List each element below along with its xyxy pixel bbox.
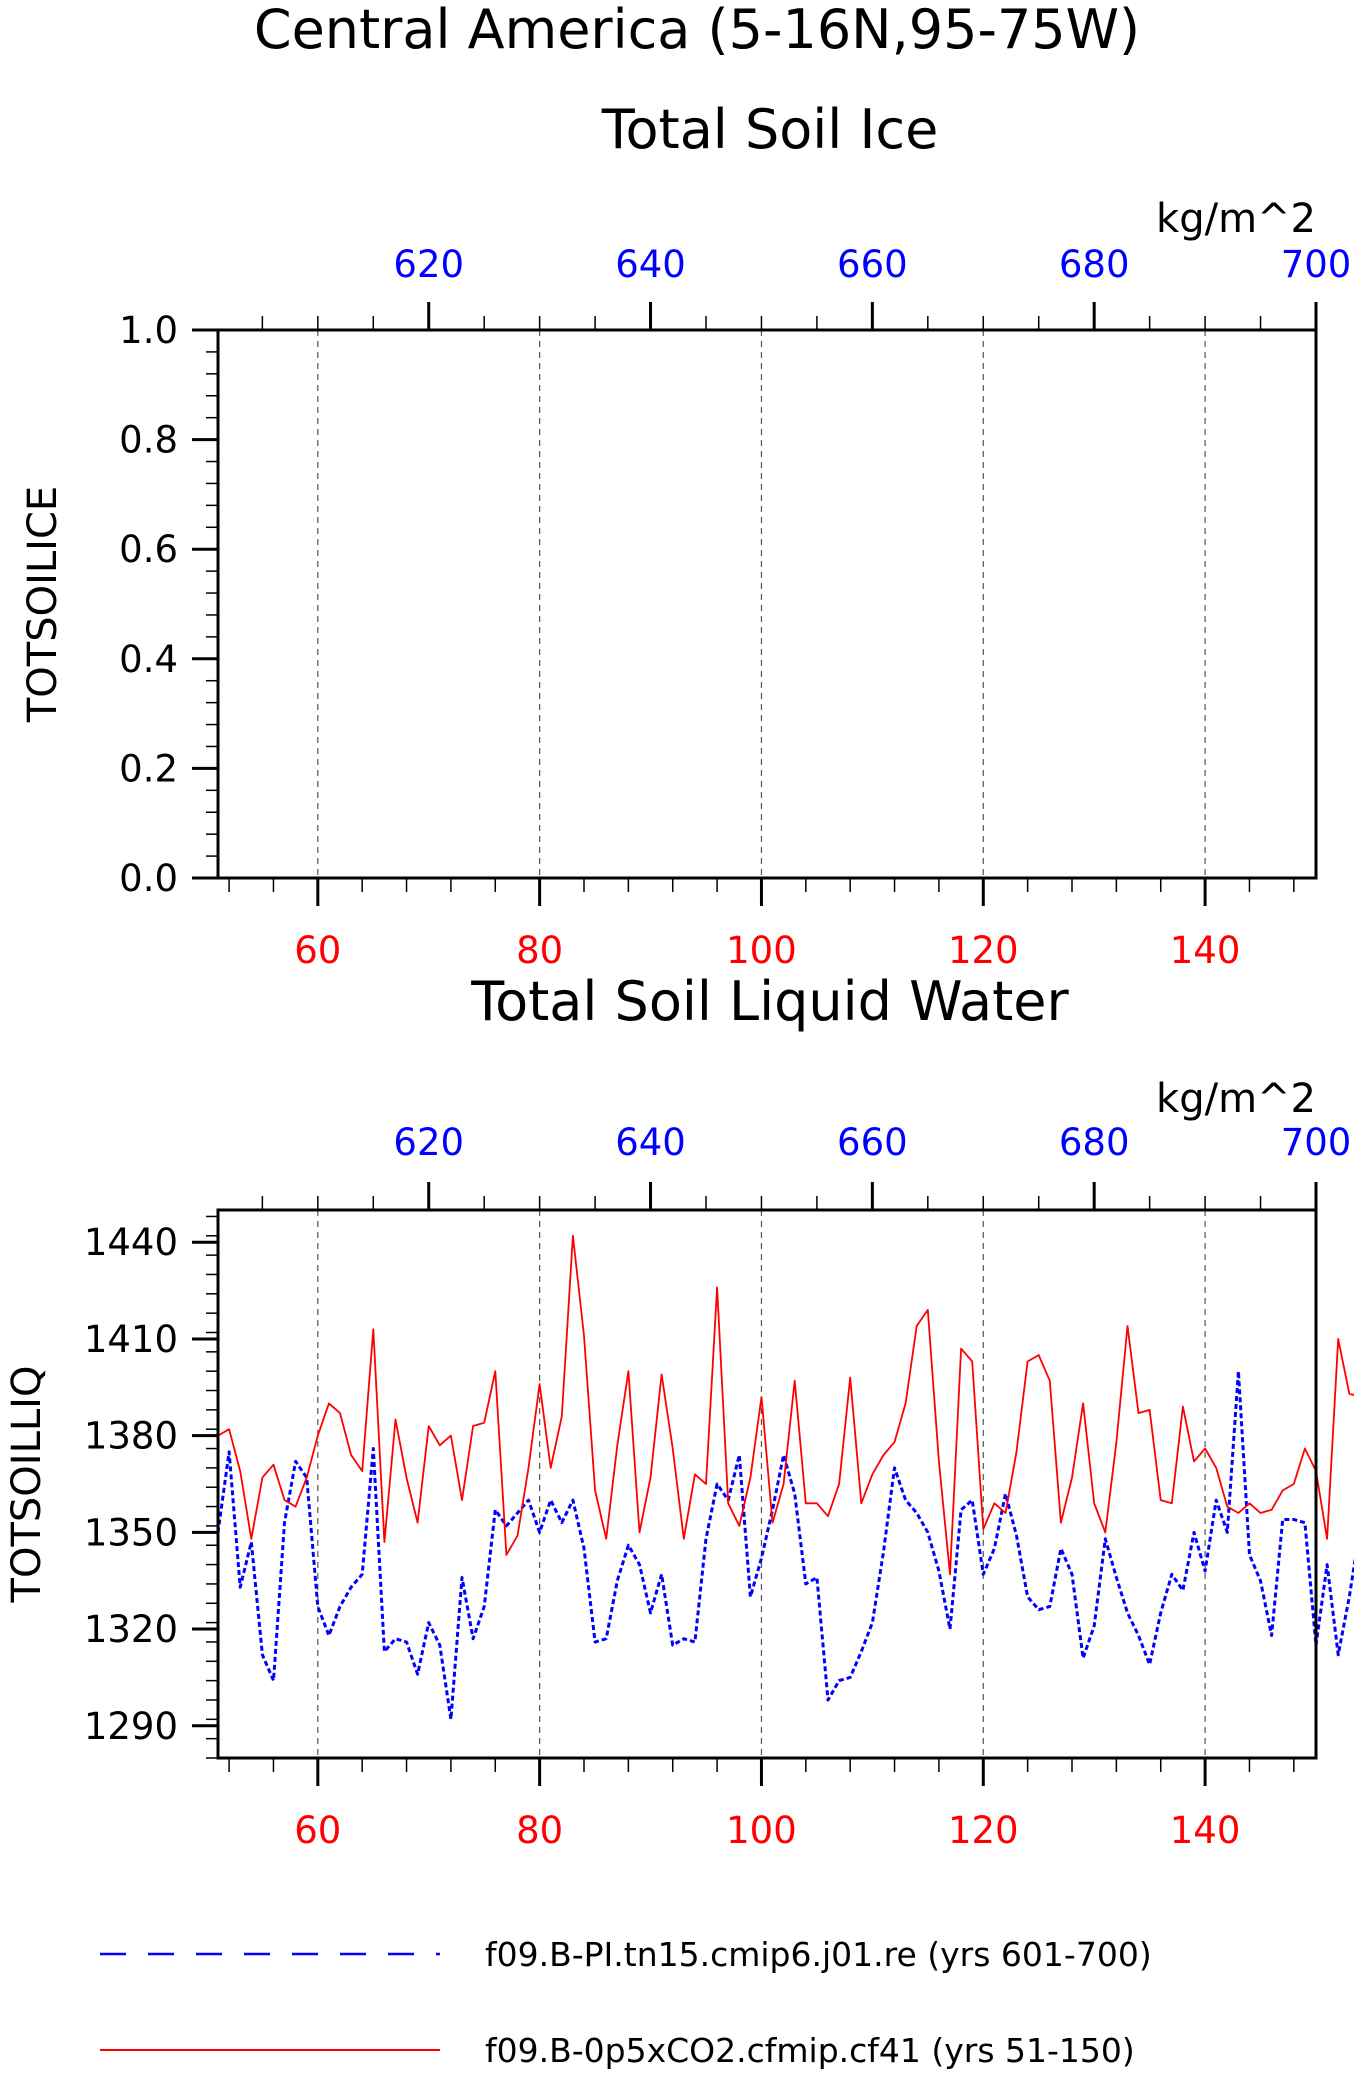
series-line-control	[216, 1369, 1354, 1721]
x-tick-label-top: 680	[1059, 243, 1130, 286]
x-tick-label-top: 680	[1059, 1121, 1130, 1164]
y-tick-label: 1410	[84, 1318, 178, 1361]
x-tick-label-top: 640	[615, 243, 686, 286]
y-tick-label: 1.0	[119, 309, 178, 352]
x-tick-label-bottom: 60	[294, 929, 341, 972]
legend-label-control: f09.B-PI.tn15.cmip6.j01.re (yrs 601-700)	[485, 1935, 1152, 1974]
y-tick-label: 1350	[84, 1511, 178, 1554]
x-tick-label-bottom: 100	[726, 929, 797, 972]
x-tick-label-top: 660	[837, 243, 908, 286]
panel-title: Total Soil Liquid Water	[470, 970, 1069, 1033]
x-tick-label-top: 640	[615, 1121, 686, 1164]
y-tick-label: 0.4	[119, 638, 178, 681]
y-tick-label: 0.2	[119, 747, 178, 790]
figure-title: Central America (5-16N,95-75W)	[254, 0, 1140, 61]
plot-frame	[216, 328, 1318, 880]
y-tick-label: 0.0	[119, 857, 178, 900]
series-line-experiment	[217, 1234, 1354, 1576]
x-tick-label-bottom: 120	[948, 929, 1019, 972]
x-tick-label-bottom: 140	[1170, 929, 1241, 972]
x-tick-label-bottom: 140	[1170, 1809, 1241, 1852]
y-tick-label: 0.8	[119, 419, 178, 462]
legend-label-experiment: f09.B-0p5xCO2.cfmip.cf41 (yrs 51-150)	[485, 2031, 1135, 2070]
x-tick-label-bottom: 80	[516, 929, 563, 972]
x-tick-label-top: 700	[1281, 243, 1352, 286]
x-tick-label-bottom: 100	[726, 1809, 797, 1852]
x-tick-label-bottom: 120	[948, 1809, 1019, 1852]
y-tick-label: 1320	[84, 1608, 178, 1651]
x-tick-label-bottom: 80	[516, 1809, 563, 1852]
y-tick-label: 1380	[84, 1415, 178, 1458]
panel-soil-ice: Total Soil Ice kg/m^2 TOTSOILICE 60 80 100 120…	[20, 98, 1351, 972]
y-tick-label: 0.6	[119, 528, 178, 571]
units-label: kg/m^2	[1156, 196, 1316, 242]
units-label: kg/m^2	[1156, 1076, 1316, 1122]
y-axis-label: TOTSOILICE	[20, 486, 66, 723]
panel-title: Total Soil Ice	[601, 98, 939, 161]
plot-frame	[216, 1208, 1318, 1760]
y-tick-label: 1290	[84, 1705, 178, 1748]
legend: f09.B-PI.tn15.cmip6.j01.re (yrs 601-700)…	[100, 1935, 1152, 2070]
panel-soil-liquid-water: Total Soil Liquid Water kg/m^2 TOTSOILLIQ 6…	[4, 970, 1354, 1852]
x-tick-label-top: 620	[393, 1121, 464, 1164]
y-tick-label: 1440	[84, 1221, 178, 1264]
x-tick-label-top: 660	[837, 1121, 908, 1164]
x-tick-label-bottom: 60	[294, 1809, 341, 1852]
x-tick-label-top: 700	[1281, 1121, 1352, 1164]
x-tick-label-top: 620	[393, 243, 464, 286]
y-axis-label: TOTSOILLIQ	[4, 1366, 50, 1604]
